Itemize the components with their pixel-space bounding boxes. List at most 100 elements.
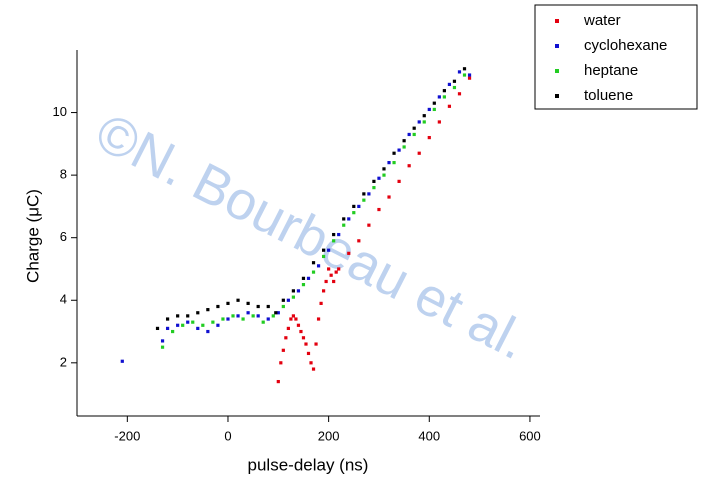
- point: [301, 276, 306, 280]
- y-tick-label: 2: [60, 354, 67, 369]
- legend-marker: [555, 19, 559, 23]
- point: [357, 239, 361, 243]
- point: [467, 73, 472, 77]
- point: [457, 92, 462, 96]
- point: [437, 95, 441, 99]
- point: [271, 314, 275, 318]
- point: [452, 79, 457, 83]
- x-tick-label: 200: [318, 428, 340, 443]
- x-tick-label: 0: [224, 428, 231, 443]
- point: [266, 317, 270, 321]
- point: [301, 336, 306, 340]
- point: [337, 267, 341, 271]
- point: [309, 361, 313, 365]
- point: [319, 301, 323, 305]
- point: [289, 317, 293, 321]
- point: [306, 351, 311, 356]
- point: [236, 298, 240, 302]
- point: [221, 317, 225, 321]
- point: [352, 204, 356, 209]
- point: [321, 289, 326, 293]
- point: [392, 151, 396, 155]
- point: [316, 264, 321, 268]
- point: [256, 304, 260, 309]
- point: [165, 326, 170, 331]
- point: [201, 323, 205, 327]
- point: [206, 308, 210, 312]
- point: [372, 186, 376, 190]
- point: [427, 135, 431, 140]
- point: [294, 317, 298, 321]
- point: [337, 232, 341, 237]
- point: [206, 329, 210, 334]
- point: [246, 311, 250, 315]
- point: [342, 217, 346, 221]
- point: [402, 139, 406, 143]
- point: [226, 301, 230, 305]
- legend-marker: [555, 44, 559, 48]
- point: [377, 176, 381, 180]
- point: [334, 270, 338, 274]
- legend-marker: [555, 94, 559, 98]
- point: [216, 304, 220, 309]
- point: [301, 283, 306, 287]
- point: [462, 73, 467, 77]
- point: [467, 76, 472, 80]
- point: [402, 145, 406, 149]
- point: [236, 314, 240, 318]
- point: [362, 198, 366, 202]
- point: [291, 295, 296, 299]
- legend-marker: [555, 69, 559, 73]
- point: [452, 85, 457, 90]
- point: [397, 148, 401, 152]
- y-tick-label: 8: [60, 167, 67, 182]
- point: [412, 132, 416, 137]
- point: [422, 120, 426, 124]
- point: [417, 120, 421, 124]
- point: [447, 104, 452, 108]
- point: [299, 329, 303, 334]
- point: [427, 107, 431, 112]
- point: [241, 317, 245, 321]
- point: [327, 248, 331, 252]
- x-axis-title: pulse-delay (ns): [248, 455, 369, 474]
- point: [186, 314, 190, 318]
- point: [447, 82, 452, 87]
- point: [160, 339, 165, 343]
- point: [261, 320, 265, 324]
- point: [306, 276, 311, 280]
- point: [432, 107, 436, 112]
- point: [321, 248, 326, 252]
- point: [304, 342, 308, 346]
- point: [165, 317, 170, 321]
- point: [332, 279, 336, 284]
- point: [457, 70, 462, 74]
- point: [286, 298, 290, 302]
- point: [382, 167, 386, 171]
- point: [347, 251, 351, 255]
- point: [196, 326, 200, 331]
- point: [442, 95, 446, 99]
- point: [397, 179, 401, 183]
- point: [437, 120, 441, 124]
- point: [251, 314, 255, 318]
- point: [382, 173, 386, 177]
- point: [281, 298, 285, 302]
- point: [329, 273, 333, 277]
- point: [291, 289, 296, 293]
- point: [332, 239, 336, 243]
- point: [342, 223, 346, 227]
- point: [155, 326, 160, 331]
- point: [311, 261, 316, 265]
- point: [316, 317, 321, 321]
- point: [311, 367, 316, 371]
- legend-label: cyclohexane: [584, 37, 667, 54]
- point: [462, 67, 467, 71]
- point: [327, 267, 331, 271]
- point: [181, 323, 185, 327]
- point: [246, 301, 250, 305]
- point: [362, 192, 366, 196]
- point: [284, 336, 288, 340]
